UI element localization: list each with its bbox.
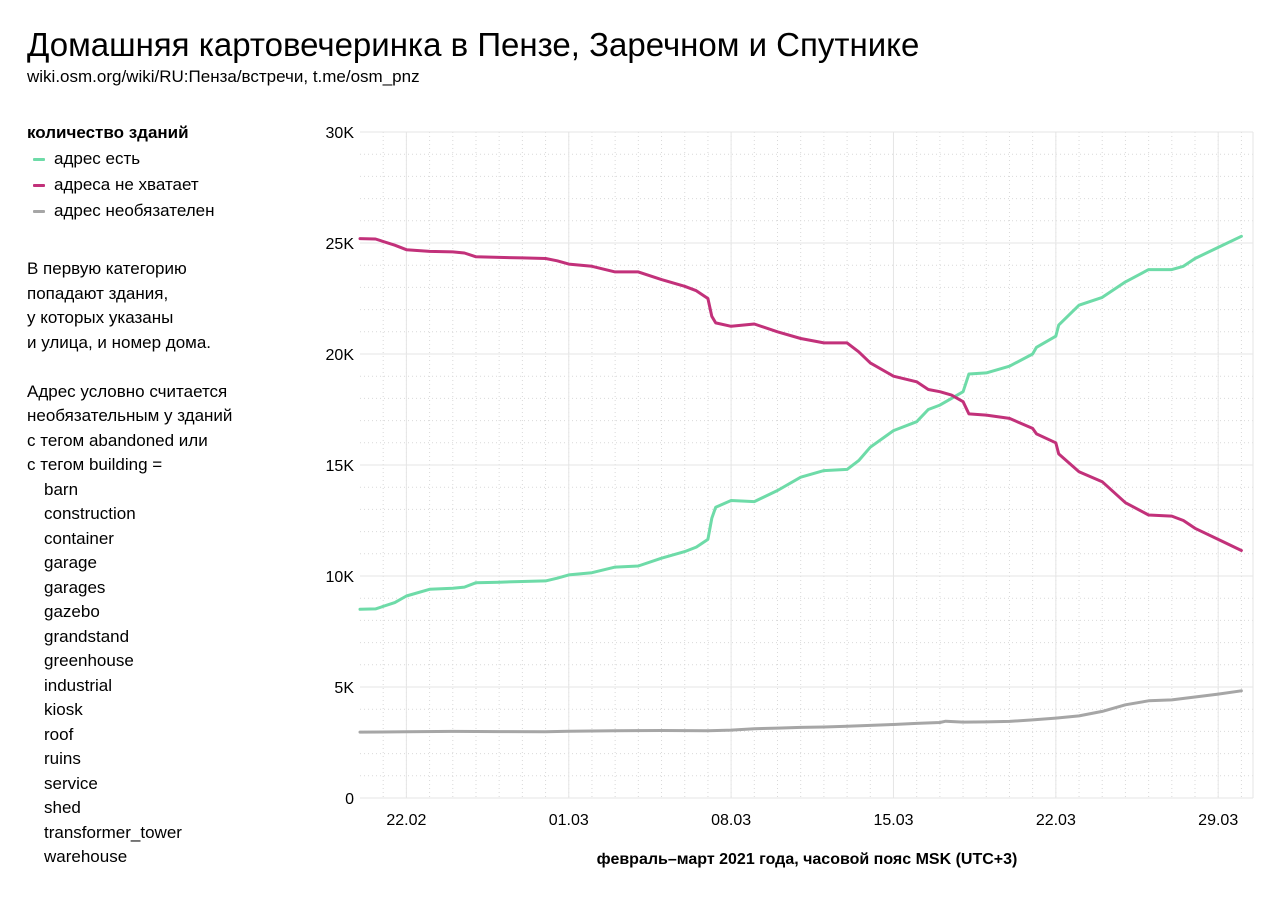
x-tick-label: 15.03 [873,812,913,829]
x-tick-label: 01.03 [549,812,589,829]
building-tag-item: container [44,528,114,548]
note-line: и улица, и номер дома. [27,332,212,352]
note-line: с тегом building = [27,455,163,474]
note-line: В первую категорию [27,259,187,278]
page-title: Домашняя картовечеринка в Пензе, Заречно… [27,26,920,63]
series-lines [358,234,1243,734]
building-tag-item: kiosk [44,700,83,719]
page-subtitle: wiki.osm.org/wiki/RU:Пенза/встречи, t.me… [27,67,420,86]
series-line-address-present [358,234,1243,611]
building-tag-item: warehouse [44,847,128,866]
legend: количество зданий адрес есть адреса не х… [27,120,215,224]
series-line-address-optional [358,689,1243,734]
building-tag-item: service [44,773,98,793]
x-tick-label: 29.03 [1198,812,1238,829]
legend-item-address-missing: адреса не хватает [27,172,215,198]
legend-swatch-address-missing [33,183,45,187]
x-axis-title: февраль–март 2021 года, часовой пояс MSK… [597,851,1018,868]
y-tick-label: 20K [326,347,355,364]
y-tick-label: 10K [326,569,355,586]
building-tag-item: ruins [44,749,81,768]
y-axis-labels: 0 5K 10K 15K 20K 25K 30K [326,125,355,808]
note-line: попадают здания, [27,283,169,303]
x-tick-label: 22.03 [1036,812,1076,829]
series-line-address-missing [358,237,1243,552]
y-tick-label: 30K [326,125,355,142]
building-tag-item: construction [44,504,136,523]
y-tick-label: 5K [334,680,354,697]
building-tag-item: garages [44,577,106,597]
note-line: с тегом abandoned или [27,430,208,450]
building-tag-item: transformer_tower [44,822,182,842]
legend-item-address-present: адрес есть [27,146,215,172]
building-tag-item: greenhouse [44,651,134,670]
x-tick-label: 08.03 [711,812,751,829]
legend-label: адрес есть [54,149,141,168]
note-line: Адрес условно считается [27,381,228,401]
major-grid [360,131,1254,799]
explanation-note: В первую категорию попадают здания, у ко… [27,257,232,870]
x-axis-labels: 22.02 01.03 08.03 15.03 22.03 29.03 [386,812,1238,829]
legend-title: количество зданий [27,123,189,142]
building-tag-item: industrial [44,675,113,695]
y-tick-label: 25K [326,236,355,253]
legend-swatch-address-present [33,157,45,161]
x-tick-label: 22.02 [386,812,426,829]
building-tag-item: shed [44,798,81,817]
note-line: у которых указаны [27,308,174,327]
building-tag-item: garage [44,553,97,572]
legend-label: адреса не хватает [54,175,199,194]
y-tick-label: 15K [326,458,355,475]
building-tag-item: barn [44,479,79,499]
legend-swatch-address-optional [33,209,45,213]
building-tag-item: gazebo [44,602,100,621]
y-tick-label: 0 [345,791,354,808]
building-tag-list: barn construction container garage garages ga… [27,478,232,870]
legend-label: адрес необязателен [54,201,215,220]
building-tag-item: grandstand [44,626,130,646]
building-tag-item: roof [44,724,74,744]
legend-item-address-optional: адрес необязателен [27,198,215,224]
note-line: необязательным у зданий [27,406,233,425]
